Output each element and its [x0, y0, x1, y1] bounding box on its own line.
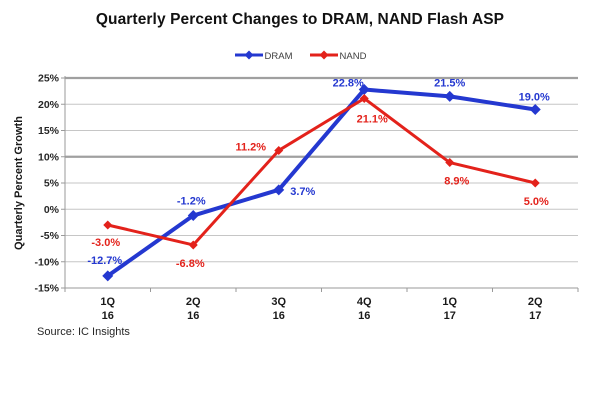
y-tick-label: 10% — [38, 151, 60, 163]
y-tick-label: 5% — [44, 178, 60, 190]
y-tick-label: -5% — [40, 230, 59, 242]
plot-area: 25% 20% 15% 10% 5% 0% -5% -10% -15% 1Q 16 2Q 16 3Q 16 4… — [34, 73, 579, 322]
legend-label-dram: DRAM — [264, 50, 293, 62]
data-point-marker-nand — [445, 158, 455, 168]
data-label-dram: -1.2% — [177, 196, 206, 208]
legend-item-dram: DRAM — [234, 47, 293, 65]
data-label-nand: 11.2% — [235, 141, 266, 153]
series-line-dram — [106, 87, 536, 278]
data-point-marker-dram — [187, 210, 199, 222]
data-label-nand: 21.1% — [357, 113, 388, 125]
x-tick-label-quarter: 1Q — [100, 296, 115, 308]
dram-series-marker-icon — [234, 47, 264, 65]
data-point-marker-dram — [529, 104, 541, 115]
x-tick-label-year: 17 — [529, 310, 541, 322]
data-label-dram: 19.0% — [519, 92, 550, 104]
data-label-nand: -3.0% — [91, 237, 120, 249]
chart-title: Quarterly Percent Changes to DRAM, NAND … — [95, 11, 505, 28]
x-tick-label-year: 17 — [444, 310, 456, 322]
x-tick-label-year: 16 — [358, 310, 370, 322]
data-point-marker-nand — [274, 145, 284, 155]
x-tick-label-quarter: 2Q — [186, 296, 201, 308]
data-point-marker-nand — [530, 178, 540, 188]
x-tick-label-quarter: 1Q — [442, 296, 457, 308]
y-tick-label: -15% — [34, 283, 59, 295]
legend: DRAM NAND — [0, 47, 600, 65]
data-label-dram: 22.8% — [333, 78, 364, 90]
x-tick-label-year: 16 — [273, 310, 285, 322]
data-label-dram: 21.5% — [434, 77, 465, 89]
data-label-nand: 8.9% — [444, 176, 469, 188]
legend-item-nand: NAND — [309, 47, 367, 65]
data-point-marker-nand — [103, 220, 113, 230]
data-label-dram: 3.7% — [290, 186, 315, 198]
y-tick-label: 20% — [38, 99, 60, 111]
data-label-dram: -12.7% — [87, 255, 122, 267]
nand-series-marker-icon — [309, 47, 339, 65]
x-tick-label-quarter: 2Q — [528, 296, 543, 308]
y-tick-label: -10% — [34, 256, 59, 268]
data-point-marker-dram — [102, 270, 114, 282]
legend-label-nand: NAND — [339, 50, 367, 62]
data-label-nand: -6.8% — [176, 258, 205, 270]
series-line-nand — [107, 96, 536, 247]
y-tick-label: 15% — [38, 125, 60, 137]
data-point-marker-dram — [444, 90, 456, 102]
x-tick-label-year: 16 — [187, 310, 199, 322]
x-tick-label-year: 16 — [102, 310, 114, 322]
data-point-marker-nand — [188, 240, 198, 250]
source-note: Source: IC Insights — [37, 326, 130, 338]
y-tick-label: 25% — [38, 73, 60, 85]
data-point-marker-dram — [273, 184, 285, 196]
data-label-nand: 5.0% — [524, 196, 549, 208]
data-point-marker-dram — [358, 84, 370, 96]
x-tick-label-quarter: 4Q — [357, 296, 372, 308]
y-tick-label: 0% — [44, 204, 60, 216]
data-point-marker-nand — [359, 93, 369, 103]
x-tick-label-quarter: 3Q — [271, 296, 286, 308]
